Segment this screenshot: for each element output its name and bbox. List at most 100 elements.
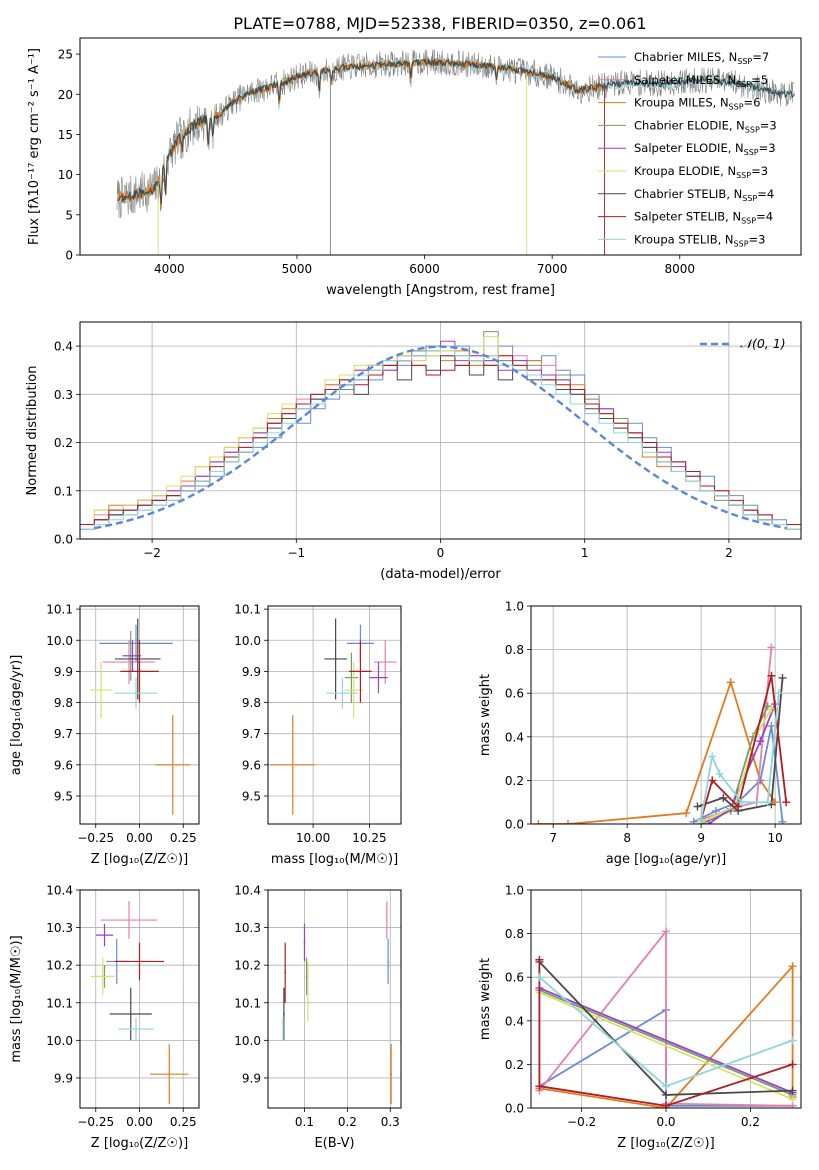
y-tick-label: 0.8: [505, 643, 524, 657]
mass-weight-marker: [662, 1101, 670, 1108]
x-axis-label: wavelength [Angstrom, rest frame]: [326, 283, 555, 298]
legend-entry-name: Kroupa ELODIE, N: [634, 164, 736, 178]
legend-entry: 𝒩(0, 1): [740, 336, 786, 351]
y-tick-label: 9.9: [242, 1071, 261, 1085]
y-tick-label: 0.2: [505, 774, 524, 788]
normal-distribution-curve: [94, 345, 787, 530]
mass-weight-marker: [778, 817, 787, 824]
mass-weight-marker: [563, 820, 572, 824]
y-tick-label: 10.2: [234, 959, 261, 973]
mass-weight-line: [538, 959, 793, 1107]
x-tick-label: 0.25: [170, 831, 197, 845]
y-tick-label: 10.0: [234, 634, 261, 648]
legend-entry: Chabrier STELIB, NSSP=4: [634, 187, 774, 203]
model-spectrum-line: [117, 58, 795, 205]
legend-entry-subscript: SSP: [736, 80, 751, 89]
y-tick-label: 9.9: [242, 665, 261, 679]
y-tick-label: 9.9: [54, 665, 73, 679]
y-tick-label: 20: [58, 88, 73, 102]
y-tick-label: 0.3: [54, 388, 73, 402]
plot-area: [90, 901, 189, 1105]
x-tick-label: 8000: [664, 262, 695, 276]
mass-weight-marker: [788, 1095, 797, 1104]
y-tick-label: 0.4: [505, 730, 524, 744]
mass-weight-marker: [535, 1082, 544, 1091]
mass-weight-marker: [778, 673, 787, 682]
mass-weight-marker: [767, 704, 776, 713]
y-tick-label: 9.8: [54, 696, 73, 710]
mass-weight-marker: [662, 927, 670, 936]
legend-entry-subscript: SSP: [745, 125, 760, 134]
y-tick-label: 9.5: [242, 789, 261, 803]
y-tick-label: 0.4: [54, 340, 73, 354]
mass-weight-marker: [767, 721, 776, 730]
legend-entry-name: Salpeter MILES, N: [634, 73, 736, 87]
plot-area: [80, 331, 801, 539]
y-tick-label: 10.1: [234, 603, 261, 617]
x-tick-label: 6000: [409, 262, 440, 276]
legend-entry-name: Kroupa STELIB, N: [634, 232, 734, 246]
y-tick-label: 9.5: [54, 789, 73, 803]
y-tick-label: 10.1: [234, 996, 261, 1010]
x-tick-label: 8: [623, 831, 631, 845]
x-tick-label: 4000: [154, 262, 185, 276]
y-tick-label: 0.2: [505, 1058, 524, 1072]
plot-area: [270, 618, 397, 815]
plot-area: [534, 643, 791, 824]
x-axis-label: (data-model)/error: [380, 567, 501, 582]
y-tick-label: 10.0: [46, 634, 73, 648]
x-tick-label: 7: [549, 831, 557, 845]
legend-entry-name: Chabrier MILES, N: [634, 50, 737, 64]
y-tick-label: 10.0: [46, 1034, 73, 1048]
y-tick-label: 0.2: [54, 436, 73, 450]
x-axis-label: Z [log₁₀(Z/Z☉)]: [91, 1136, 188, 1151]
mass-weight-marker: [719, 793, 728, 802]
x-tick-label: 0.00: [126, 1115, 153, 1129]
x-tick-label: 0.1: [295, 1115, 314, 1129]
mass-weight-line: [700, 693, 780, 820]
y-tick-label: 0.8: [505, 927, 524, 941]
x-tick-label: 0.00: [126, 831, 153, 845]
y-tick-label: 0.0: [54, 533, 73, 547]
legend-entry: Kroupa ELODIE, NSSP=3: [634, 164, 768, 180]
x-tick-label: 2: [725, 546, 733, 560]
mass-weight-marker: [662, 1090, 670, 1099]
residual-histogram: [80, 345, 801, 539]
y-axis-label: mass weight: [478, 674, 493, 756]
legend-entry-count: =3: [749, 232, 766, 246]
mass-weight-marker: [534, 820, 543, 824]
x-tick-label: 5000: [282, 262, 313, 276]
legend-entry-subscript: SSP: [744, 148, 759, 157]
mass-weight-marker: [756, 737, 765, 746]
x-tick-label: 9: [697, 831, 705, 845]
x-tick-label: 0: [437, 546, 445, 560]
legend-entry-count: =4: [756, 210, 773, 224]
mass-weight-line: [538, 928, 793, 1107]
mass-weight-marker: [788, 1060, 797, 1069]
panel-age-vs-Z: −0.25 0.00 0.25 9.5 9.6 9.7 9.8 9.9 10.0 10.1 Z [l…: [9, 603, 200, 867]
mass-weight-marker: [788, 1036, 797, 1045]
y-axis-label: mass weight: [478, 958, 493, 1040]
y-tick-label: 0.0: [505, 818, 524, 832]
legend-entry-count: =4: [757, 187, 774, 201]
y-tick-label: 10.1: [46, 996, 73, 1010]
y-tick-label: 10.3: [234, 921, 261, 935]
legend-entry-name: Chabrier ELODIE, N: [634, 118, 745, 132]
x-axis-label: Z [log₁₀(Z/Z☉)]: [617, 1136, 714, 1151]
y-tick-label: 0.0: [505, 1102, 524, 1116]
x-tick-label: 10.00: [296, 831, 330, 845]
mass-weight-marker: [708, 776, 717, 785]
y-tick-label: 0.4: [505, 1014, 524, 1028]
y-tick-label: 10.1: [46, 603, 73, 617]
y-tick-label: 10.4: [46, 884, 73, 898]
panel-mass-vs-Z: −0.25 0.00 0.25 9.9 10.0 10.1 10.2 10.3 10.4 Z [l…: [9, 884, 200, 1151]
legend-entry-subscript: SSP: [734, 239, 749, 248]
mass-weight-marker: [788, 1086, 797, 1095]
mass-weight-marker: [763, 798, 772, 807]
y-tick-label: 15: [58, 128, 73, 142]
y-tick-label: 10.2: [46, 959, 73, 973]
legend-entry: Kroupa MILES, NSSP=6: [634, 96, 760, 112]
data-spectrum-line: [116, 49, 795, 219]
